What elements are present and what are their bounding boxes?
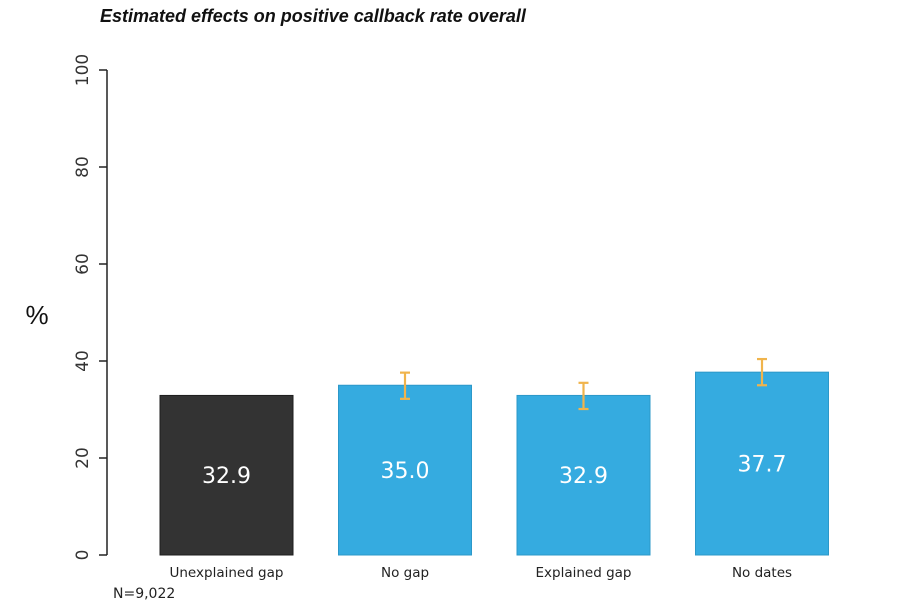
bar-explained-gap	[516, 394, 651, 556]
y-tick-label: 60	[73, 253, 93, 275]
x-tick-label: No gap	[381, 565, 429, 581]
bars: 32.9 35.0 32.9 37.7	[159, 371, 829, 556]
error-bar	[757, 357, 767, 387]
error-bars	[400, 357, 767, 411]
y-tick-label: 80	[73, 156, 93, 178]
x-tick-label: No dates	[732, 565, 792, 581]
chart-title: Estimated effects on positive callback r…	[100, 6, 527, 26]
y-axis-label: %	[25, 300, 48, 330]
x-tick-label: Unexplained gap	[170, 565, 284, 581]
y-axis: 0 20 40 60 80 100	[73, 54, 108, 561]
x-tick-label: Explained gap	[536, 565, 632, 581]
sample-size-note: N=9,022	[113, 586, 175, 602]
bar-unexplained-gap	[159, 394, 294, 556]
bar-no-dates	[695, 371, 829, 556]
bar-no-gap	[338, 384, 472, 556]
bar-value-label: 32.9	[559, 464, 608, 489]
x-axis-labels: Unexplained gap No gap Explained gap No dat…	[170, 565, 793, 581]
bar-value-label: 32.9	[202, 464, 251, 489]
y-tick-label: 100	[73, 54, 93, 86]
error-bar	[400, 371, 410, 400]
y-tick-label: 40	[73, 350, 93, 372]
bar-value-label: 35.0	[381, 459, 430, 484]
y-tick-label: 20	[73, 447, 93, 469]
bar-value-label: 37.7	[738, 453, 787, 478]
y-tick-label: 0	[73, 550, 93, 561]
error-bar	[578, 381, 589, 411]
